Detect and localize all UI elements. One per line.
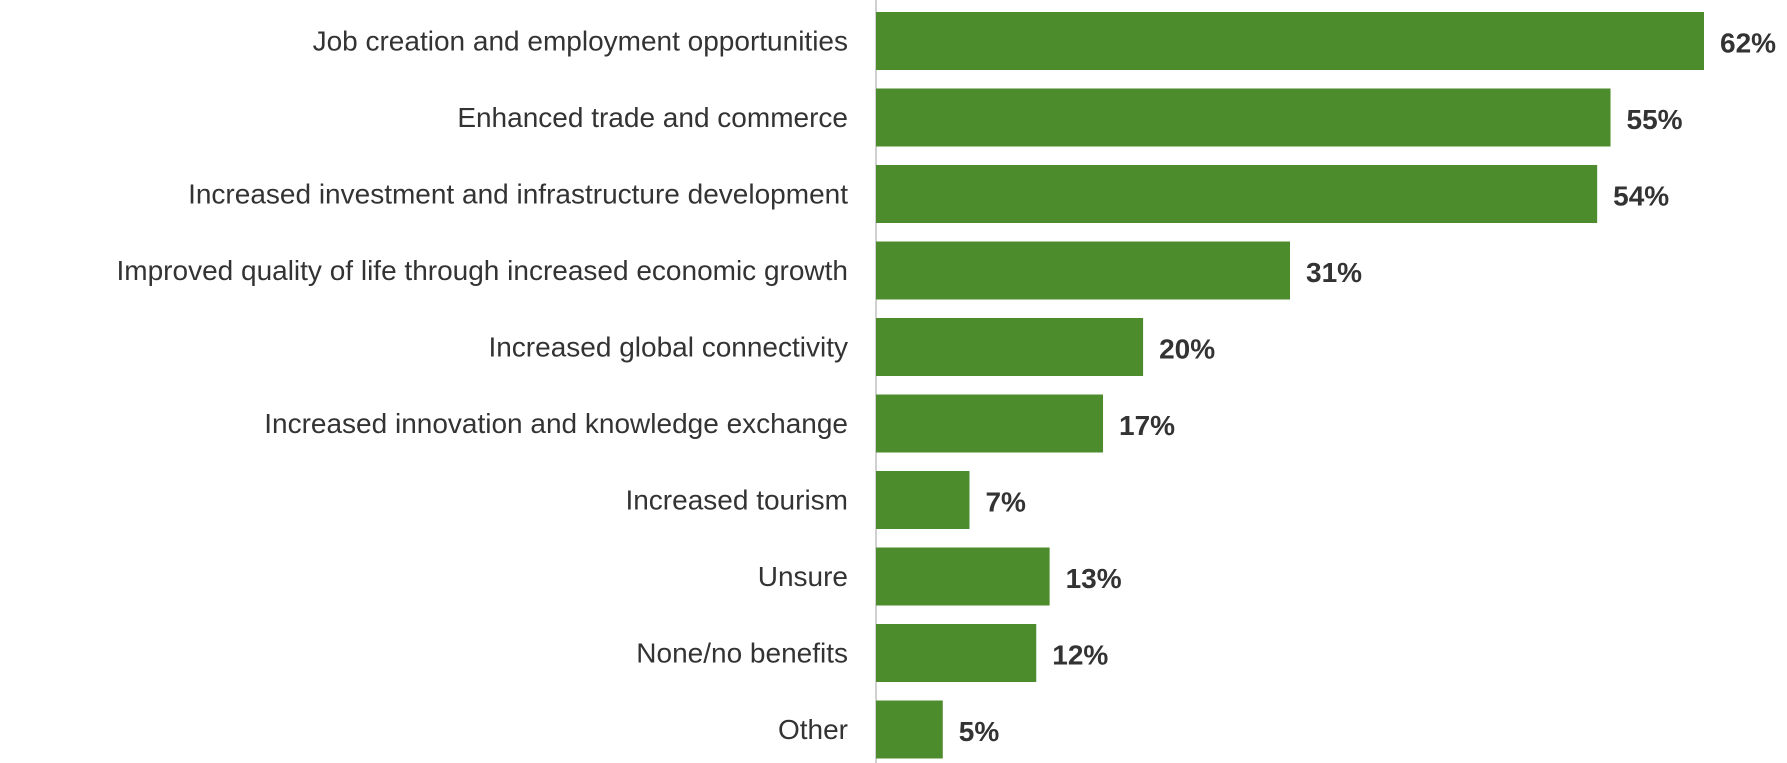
category-label-improved-quality-of-life-through-increased-economic-growth: Improved quality of life through increas… xyxy=(117,255,849,286)
value-label-job-creation-and-employment-opportunities: 62% xyxy=(1720,28,1776,59)
bar-job-creation-and-employment-opportunities xyxy=(876,12,1704,70)
value-labels-group: 62% 55% 54% 31% 20% 17% 7% 13% 12% 5% xyxy=(959,28,1776,748)
category-label-other: Other xyxy=(778,714,848,745)
bar-improved-quality-of-life-through-increased-economic-growth xyxy=(876,241,1290,300)
bar-unsure xyxy=(876,547,1050,606)
bar-increased-investment-and-infrastructure-development xyxy=(876,165,1598,223)
category-label-unsure: Unsure xyxy=(758,561,848,592)
bar-other xyxy=(876,700,943,759)
bars-group xyxy=(876,12,1704,759)
value-label-other: 5% xyxy=(959,716,1000,747)
category-label-increased-tourism: Increased tourism xyxy=(625,485,848,516)
value-label-enhanced-trade-and-commerce: 55% xyxy=(1627,104,1683,135)
bar-increased-global-connectivity xyxy=(876,318,1144,376)
value-label-unsure: 13% xyxy=(1066,563,1122,594)
category-label-enhanced-trade-and-commerce: Enhanced trade and commerce xyxy=(457,102,848,133)
bar-increased-innovation-and-knowledge-exchange xyxy=(876,394,1104,453)
value-label-increased-innovation-and-knowledge-exchange: 17% xyxy=(1119,410,1175,441)
bar-none-no-benefits xyxy=(876,624,1037,682)
value-label-none-no-benefits: 12% xyxy=(1052,640,1108,671)
category-label-increased-global-connectivity: Increased global connectivity xyxy=(488,332,848,363)
value-label-increased-global-connectivity: 20% xyxy=(1159,334,1215,365)
bar-increased-tourism xyxy=(876,471,970,529)
category-label-increased-investment-and-infrastructure-development: Increased investment and infrastructure … xyxy=(188,179,848,210)
category-label-job-creation-and-employment-opportunities: Job creation and employment opportunitie… xyxy=(313,26,848,57)
category-label-increased-innovation-and-knowledge-exchange: Increased innovation and knowledge excha… xyxy=(264,408,848,439)
value-label-improved-quality-of-life-through-increased-economic-growth: 31% xyxy=(1306,257,1362,288)
value-label-increased-investment-and-infrastructure-development: 54% xyxy=(1613,181,1669,212)
category-labels-group: Job creation and employment opportunitie… xyxy=(117,26,849,746)
category-label-none-no-benefits: None/no benefits xyxy=(636,638,848,669)
value-label-increased-tourism: 7% xyxy=(985,487,1026,518)
bar-enhanced-trade-and-commerce xyxy=(876,88,1611,147)
